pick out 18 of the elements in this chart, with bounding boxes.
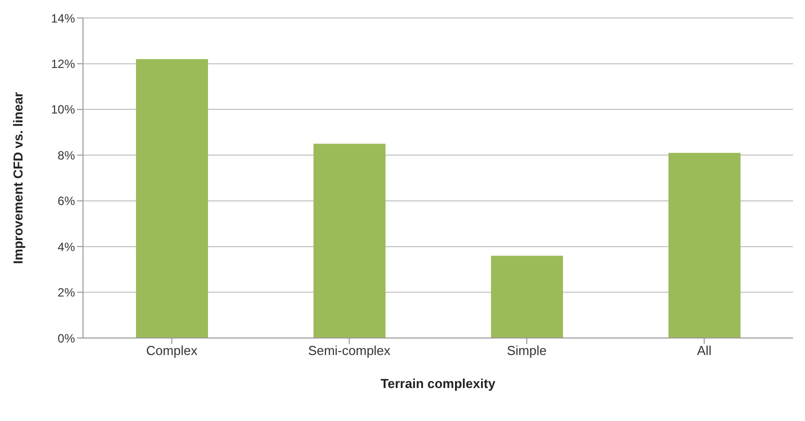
bar bbox=[668, 152, 740, 338]
y-tick-label: 10% bbox=[50, 102, 76, 117]
y-tick-label: 14% bbox=[50, 11, 76, 26]
y-tick-label: 0% bbox=[58, 331, 76, 346]
x-tick-label: Semi-complex bbox=[308, 343, 391, 358]
bar bbox=[136, 59, 208, 338]
bar bbox=[491, 256, 563, 338]
bar bbox=[314, 144, 386, 338]
x-axis-title: Terrain complexity bbox=[380, 376, 496, 391]
x-tick-label: Simple bbox=[506, 343, 547, 358]
x-tick-label: Complex bbox=[146, 343, 198, 358]
x-tick-label: All bbox=[697, 343, 712, 358]
y-axis-title: Improvement CFD vs. linear bbox=[10, 92, 26, 264]
y-tick-label: 6% bbox=[58, 194, 76, 208]
y-tick-label: 2% bbox=[58, 286, 76, 300]
y-tick-label: 12% bbox=[50, 56, 76, 71]
y-tick-label: 4% bbox=[58, 240, 76, 254]
y-tick-label: 8% bbox=[58, 148, 76, 162]
